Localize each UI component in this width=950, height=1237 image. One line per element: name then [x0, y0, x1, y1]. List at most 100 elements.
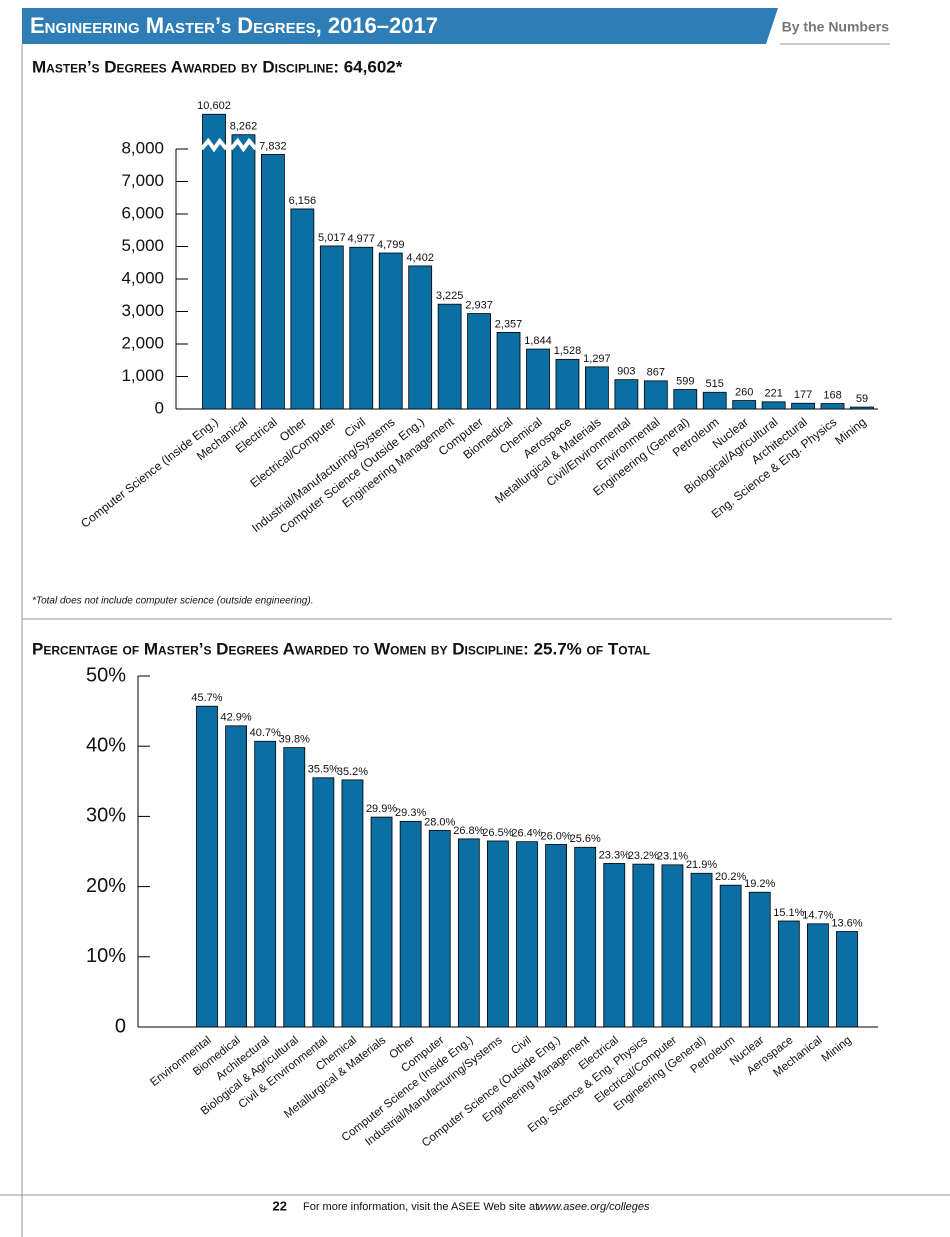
- y-tick-label: 40%: [86, 734, 126, 756]
- value-label: 8,262: [230, 121, 258, 133]
- value-label: 177: [794, 389, 812, 401]
- y-tick-label: 4,000: [121, 268, 164, 287]
- value-label: 15.1%: [773, 907, 804, 919]
- value-label: 26.0%: [540, 830, 571, 842]
- header-bar: [22, 8, 778, 44]
- bar: [319, 245, 344, 410]
- y-tick-label: 0: [115, 1015, 126, 1037]
- chart-title: Percentage of Master’s Degrees Awarded t…: [32, 639, 650, 658]
- y-tick-label: 5,000: [121, 236, 164, 255]
- bar: [719, 884, 742, 1028]
- bar: [312, 777, 335, 1028]
- bar: [690, 872, 713, 1028]
- value-label: 168: [823, 389, 841, 401]
- bar: [408, 265, 433, 410]
- bar: [585, 366, 609, 410]
- bar: [545, 844, 567, 1028]
- bar: [850, 406, 874, 410]
- bar: [732, 400, 757, 410]
- value-label: 20.2%: [715, 871, 746, 883]
- value-label: 25.6%: [570, 833, 601, 845]
- value-label: 6,156: [289, 195, 317, 207]
- value-label: 5,017: [318, 232, 346, 244]
- value-label: 867: [647, 367, 665, 379]
- value-label: 4,977: [348, 233, 376, 245]
- value-label: 4,402: [406, 252, 434, 264]
- value-label: 26.5%: [482, 827, 513, 839]
- bar: [457, 838, 480, 1028]
- bar: [202, 113, 226, 410]
- value-label: 1,844: [524, 335, 552, 347]
- value-label: 45.7%: [191, 692, 222, 704]
- bar: [820, 403, 845, 410]
- value-label: 23.2%: [628, 850, 659, 862]
- bar: [428, 830, 451, 1028]
- bar: [791, 402, 815, 410]
- bar: [496, 331, 521, 410]
- bar: [761, 401, 786, 410]
- value-label: 42.9%: [220, 712, 251, 724]
- value-label: 2,937: [465, 299, 493, 311]
- bar: [836, 931, 858, 1028]
- bar: [225, 725, 247, 1028]
- y-tick-label: 8,000: [121, 138, 164, 157]
- value-label: 515: [706, 378, 724, 390]
- value-label: 26.4%: [511, 828, 542, 840]
- bar: [574, 846, 597, 1028]
- bar: [661, 864, 684, 1028]
- page-number: 22: [273, 1198, 287, 1213]
- bar: [196, 705, 218, 1028]
- value-label: 23.1%: [657, 851, 688, 863]
- header-title: Engineering Master’s Degrees, 2016–2017: [30, 13, 438, 38]
- value-label: 221: [764, 388, 782, 400]
- value-label: 1,528: [554, 345, 582, 357]
- value-label: 903: [617, 366, 635, 378]
- bar: [487, 840, 509, 1028]
- value-label: 1,297: [583, 353, 611, 365]
- bar: [261, 154, 285, 410]
- bar: [283, 747, 306, 1028]
- y-tick-label: 0: [155, 398, 164, 417]
- y-tick-label: 2,000: [121, 333, 164, 352]
- value-label: 35.2%: [337, 766, 368, 778]
- value-label: 39.8%: [279, 734, 310, 746]
- bar: [614, 379, 639, 410]
- value-label: 28.0%: [424, 816, 455, 828]
- footer-text: For more information, visit the ASEE Web…: [303, 1201, 538, 1213]
- value-label: 59: [856, 393, 868, 405]
- y-tick-label: 10%: [86, 945, 126, 967]
- value-label: 35.5%: [308, 764, 339, 776]
- axis-break: [229, 137, 258, 153]
- value-label: 13.6%: [831, 917, 862, 929]
- y-tick-label: 20%: [86, 875, 126, 897]
- bar: [467, 313, 491, 410]
- value-label: 21.9%: [686, 859, 717, 871]
- bar: [516, 841, 538, 1028]
- bar: [632, 863, 655, 1028]
- bar: [702, 391, 727, 410]
- value-label: 29.9%: [366, 803, 397, 815]
- value-label: 23.3%: [599, 849, 630, 861]
- bar: [526, 348, 550, 410]
- footer-url: www.asee.org/colleges: [537, 1201, 650, 1213]
- value-label: 260: [735, 386, 753, 398]
- bar: [643, 380, 668, 410]
- y-tick-label: 1,000: [121, 366, 164, 385]
- bar: [254, 740, 277, 1028]
- bar: [370, 816, 393, 1028]
- value-label: 3,225: [436, 290, 464, 302]
- value-label: 26.8%: [453, 825, 484, 837]
- bar: [399, 820, 422, 1028]
- value-label: 14.7%: [802, 910, 833, 922]
- bar: [290, 208, 315, 410]
- bar: [673, 389, 698, 410]
- axis-break: [199, 137, 229, 153]
- value-label: 2,357: [495, 318, 523, 330]
- header-section: By the Numbers: [782, 19, 890, 35]
- value-label: 599: [676, 375, 694, 387]
- value-label: 40.7%: [250, 727, 281, 739]
- value-label: 4,799: [377, 239, 405, 251]
- bar: [603, 863, 626, 1028]
